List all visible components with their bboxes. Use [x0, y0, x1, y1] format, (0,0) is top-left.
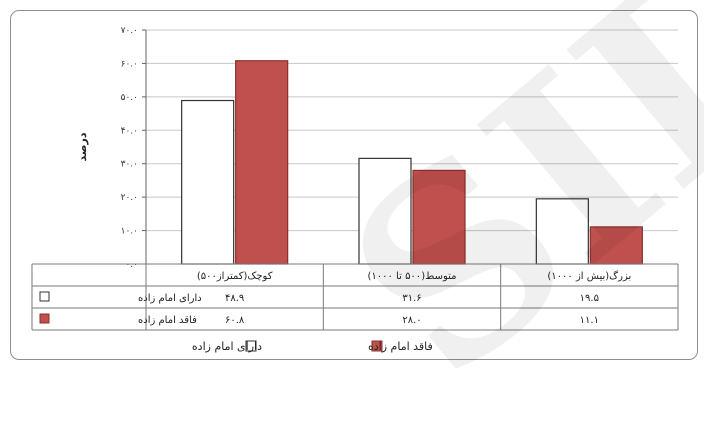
data-label: ۱۹.۵	[580, 293, 599, 304]
y-axis-label: درصد	[76, 132, 89, 161]
table-row-label: فاقد امام زاده	[138, 315, 197, 326]
data-label: ۲۸.۰	[402, 315, 421, 326]
y-tick-label: ۰.۰	[125, 260, 138, 270]
y-tick-label: ۱۰.۰	[121, 227, 138, 237]
y-tick-label: ۲۰.۰	[121, 193, 138, 203]
chart-frame	[10, 10, 698, 360]
legend-label: فاقد امام زاده	[368, 340, 433, 353]
category-label: متوسط(۵۰۰ تا ۱۰۰۰)	[367, 271, 456, 282]
category-label: بزرگ(بیش از ۱۰۰۰)	[547, 269, 631, 282]
table-row-label: دارای امام زاده	[138, 293, 202, 304]
bar	[535, 198, 589, 265]
data-label: ۳۱.۶	[402, 293, 421, 304]
bar	[181, 99, 235, 265]
data-label: ۶۰.۸	[225, 315, 245, 326]
bar-chart: ۰.۰ ۱۰.۰ ۲۰.۰ ۳۰.۰ ۴۰.۰ ۵۰.۰ ۶۰.۰ ۷۰.۰ درصد کوچک(…	[31, 26, 679, 353]
y-tick-label: ۳۰.۰	[121, 160, 138, 170]
bar	[358, 157, 412, 265]
category-label: کوچک(کمتراز۵۰۰)	[197, 271, 273, 282]
data-label: ۱۱.۱	[580, 315, 599, 326]
y-tick-label: ۷۰.۰	[121, 26, 138, 36]
legend-swatch	[245, 340, 257, 352]
bar	[235, 60, 289, 265]
legend-swatch	[371, 340, 383, 352]
data-label: ۴۸.۹	[225, 293, 244, 304]
bar	[589, 226, 643, 265]
bar	[412, 169, 466, 265]
y-tick-label: ۵۰.۰	[121, 93, 138, 103]
y-tick-label: ۴۰.۰	[121, 126, 138, 136]
y-tick-label: ۶۰.۰	[121, 59, 138, 69]
legend-swatch	[39, 291, 50, 302]
legend-swatch	[39, 313, 50, 324]
legend-label: دارای امام زاده	[192, 340, 262, 353]
